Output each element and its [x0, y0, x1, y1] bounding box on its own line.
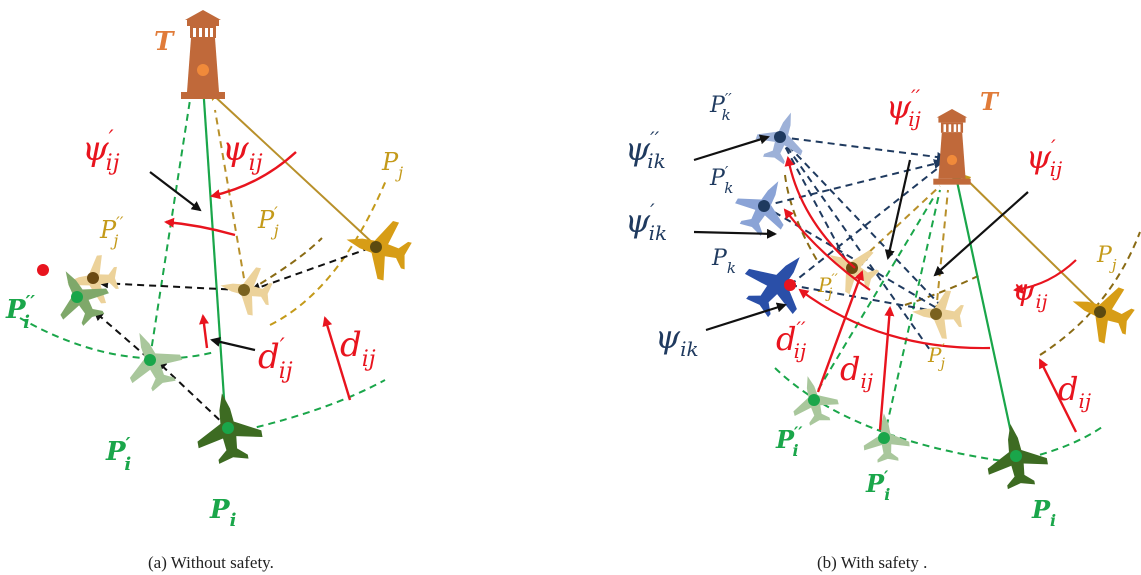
psi-prime-ik-label: ψ′ ik [625, 199, 667, 245]
pi-prime-tower-line-b [883, 189, 941, 439]
pj-arc-b1 [1039, 231, 1141, 356]
pj-dprime-label: P′′ j [99, 213, 124, 250]
psi-label: ψij [222, 129, 263, 176]
tower-label-b: T [980, 87, 1000, 116]
pj-tower-line [208, 90, 377, 247]
pi-dprime-label: P′′ i [5, 292, 35, 333]
psi-prime-pointer [149, 171, 202, 212]
pk-prime-tower-line [763, 159, 944, 207]
psi-prime-ij-pointer [933, 191, 1029, 277]
pj-label-b: Pj [1096, 243, 1117, 274]
pj-prime-to-pj-dprime-arrow [98, 278, 241, 291]
caption-b: (b) With safety . [817, 553, 927, 572]
d-ij-arrow-b [1038, 358, 1078, 433]
psi-ij-arc-b [1013, 259, 1077, 294]
pj-prime-label-b: P′ j [927, 342, 946, 372]
collision-point [37, 264, 49, 276]
pj-arc-b [249, 237, 323, 291]
d-prime-pointer [210, 336, 256, 352]
d-prime-ij-arrow [199, 314, 209, 349]
pk-pj-line [789, 284, 941, 313]
pi-arc-lower [244, 379, 386, 431]
pj-to-pj-prime-arrow [250, 247, 371, 293]
pi-tower-line-b [951, 170, 1018, 457]
pi-tower-line [198, 83, 228, 429]
d-dprime-ij-arrow [816, 270, 864, 393]
pi-arc-b [774, 367, 1106, 464]
pj-arc [269, 177, 388, 326]
psi-prime-ij-label: ψ′ ij [1026, 135, 1062, 181]
panel-a: T ψ′ ij ψij Pj P′ j P′′ j P′′ i d′ ij dij P′ i… [5, 10, 416, 572]
pj-label: Pj [381, 148, 403, 182]
psi-ik-label: ψik [655, 318, 699, 361]
d-prime-ij-label-b: dij [840, 350, 873, 393]
pk-dprime-label: P′′ k [709, 90, 732, 124]
psi-prime-ij-arc [164, 217, 236, 237]
psi-prime-label: ψ′ ij [82, 127, 120, 176]
pi-dprime-tower-line-b [811, 194, 936, 401]
pk-dprime-tower-line [779, 136, 947, 162]
caption-a: (a) Without safety. [148, 553, 274, 572]
psi-dprime-ik-arc [784, 156, 856, 269]
d-prime-ij-arrow-b [878, 306, 895, 431]
pi-prime-label-b: P′ i [865, 467, 890, 504]
psi-prime-ik-pointer [693, 228, 777, 239]
d-ij-arrow [322, 316, 352, 401]
pi-label: Pi [209, 495, 237, 531]
tower-icon-b [933, 109, 971, 185]
tower-label: T [154, 27, 175, 57]
pi-dprime-label-b: P′′ i [775, 423, 803, 460]
pk-label: Pk [711, 246, 736, 277]
pj-prime-label: P′ j [257, 203, 279, 240]
pk-tower-line [789, 167, 939, 286]
psi-ik-pointer [705, 302, 787, 332]
pk-dprime-pj-line3 [779, 136, 931, 351]
psi-dprime-ij-label: ψ′′ ij [886, 85, 921, 131]
psi-ij-label-b: ψij [1012, 273, 1048, 313]
pk-plane-icon [733, 237, 824, 328]
pi-label-b: Pi [1031, 495, 1056, 530]
d-dprime-ij-label: d′′ ij [776, 317, 806, 363]
psi-prime-ik-arc [783, 208, 871, 291]
pi-to-pi-prime-arrow [156, 360, 229, 429]
psi-dprime-ik-pointer [693, 134, 770, 162]
tower-icon [181, 10, 225, 99]
pi-arc [19, 317, 216, 360]
pj-prime-tower-line-b [935, 189, 949, 313]
d-label: dij [340, 325, 376, 372]
pk-dprime-pj-line2 [779, 136, 941, 306]
pi-prime-tower-line [149, 99, 191, 359]
pi-prime-label: P′ i [105, 434, 131, 475]
pj-tower-line-b [960, 173, 1101, 311]
psi-dprime-ik-label: ψ′′ ik [625, 127, 666, 173]
pk-prime-label: P′ k [709, 163, 733, 197]
pj-dprime-label-b: P′′ j [817, 272, 839, 302]
d-ij-label-b: dij [1058, 370, 1091, 413]
psi-dprime-ij-pointer [884, 159, 912, 260]
pj-arc-b2 [904, 274, 981, 306]
pj-prime-tower-line [214, 109, 247, 291]
d-prime-label: d′ ij [258, 335, 293, 384]
panel-b: T P′′ k ψ′′ ik P′ k ψ′ ik Pk ψik ψ′′ ij ψ′ ij … [625, 85, 1141, 572]
pk-prime-pj-line [763, 205, 941, 311]
psi-ij-arc [210, 151, 297, 200]
